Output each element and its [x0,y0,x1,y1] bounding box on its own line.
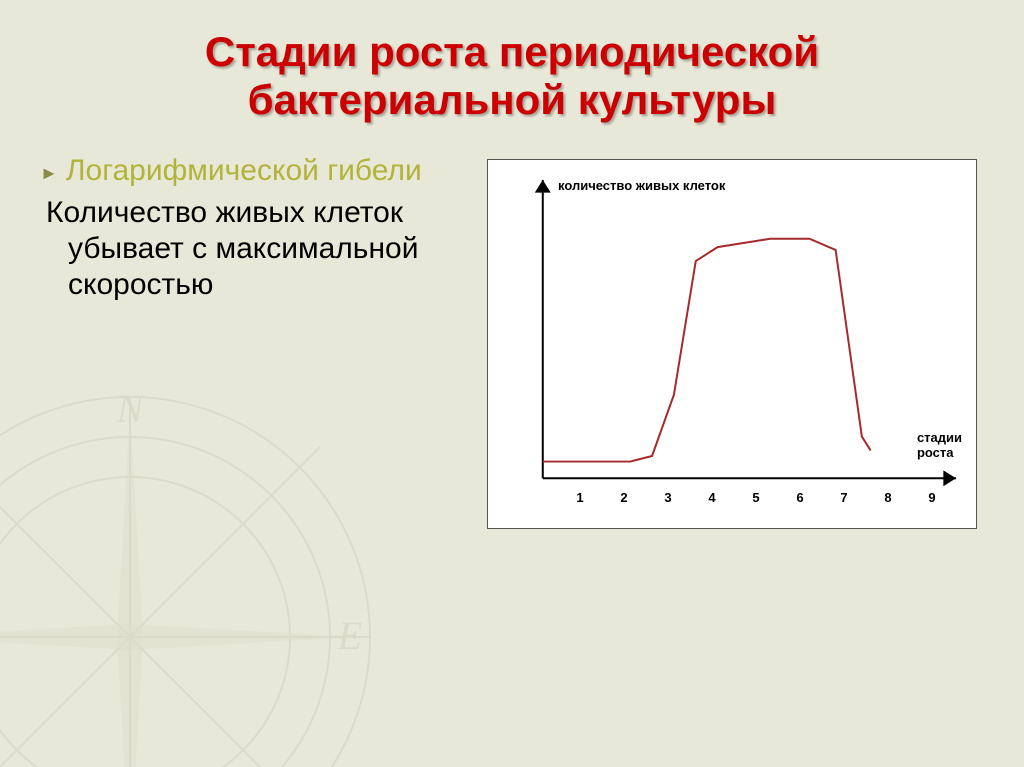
x-tick: 7 [822,490,866,505]
x-tick: 3 [646,490,690,505]
x-axis-label: стадиироста [917,430,962,460]
chart-svg [488,160,976,528]
x-tick: 8 [866,490,910,505]
x-tick: 4 [690,490,734,505]
x-tick-labels: 123456789 [558,490,954,505]
growth-chart: количество живых клеток стадиироста 1234… [487,159,977,529]
body-text: Количество живых клеток убывает с максим… [40,195,480,303]
x-tick: 1 [558,490,602,505]
x-tick: 5 [734,490,778,505]
title-text: Стадии роста периодической бактериальной… [205,28,819,123]
slide-title: Стадии роста периодической бактериальной… [40,28,984,125]
text-column: ► Логарифмической гибели Количество живы… [40,149,480,303]
x-tick: 6 [778,490,822,505]
x-tick: 2 [602,490,646,505]
bullet-marker-icon: ► [40,163,58,184]
chart-column: количество живых клеток стадиироста 1234… [480,149,984,529]
bullet-item: ► Логарифмической гибели [40,153,480,189]
content-row: ► Логарифмической гибели Количество живы… [40,149,984,529]
slide: Стадии роста периодической бактериальной… [0,0,1024,767]
x-tick: 9 [910,490,954,505]
bullet-text: Логарифмической гибели [66,153,422,189]
y-axis-label: количество живых клеток [558,178,725,193]
